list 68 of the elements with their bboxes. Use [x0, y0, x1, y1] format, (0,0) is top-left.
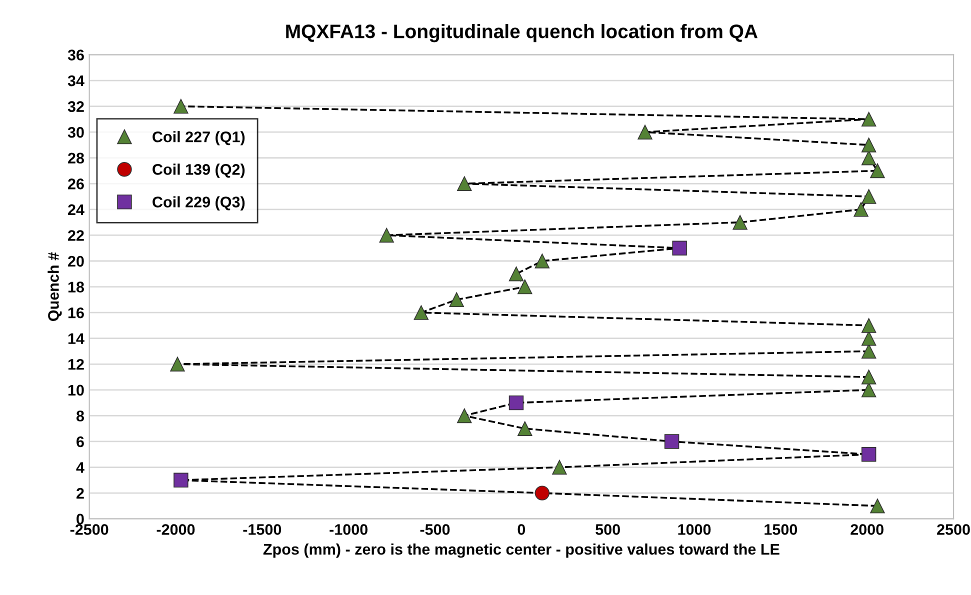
x-tick-label: -1000: [330, 524, 368, 535]
y-tick-label: 30: [68, 126, 84, 138]
point: [861, 344, 876, 359]
point: [861, 447, 876, 462]
point: [664, 434, 680, 449]
chart-title: MQXFA13 - Longitudinale quench location from QA: [286, 24, 758, 42]
x-tick-label: -1500: [243, 524, 282, 535]
point: [414, 305, 429, 320]
y-tick-label: 18: [68, 282, 84, 292]
point: [508, 266, 524, 282]
y-tick-label: 10: [68, 384, 84, 396]
point: [170, 356, 185, 372]
y-axis-title: Quench #: [48, 252, 62, 321]
x-tick-label: 500: [596, 524, 620, 535]
x-tick-label: -500: [420, 524, 450, 535]
point: [508, 395, 524, 410]
point: [534, 254, 550, 268]
point: [861, 189, 876, 204]
x-tick-label: 1500: [764, 524, 798, 535]
y-tick-label: 4: [76, 462, 84, 473]
point: [870, 163, 885, 178]
point: [672, 240, 687, 256]
y-tick-label: 8: [76, 410, 84, 422]
x-tick-label: 0: [518, 524, 526, 535]
point: [861, 382, 876, 398]
y-tick-label: 6: [76, 436, 84, 448]
y-tick-label: 24: [68, 204, 84, 215]
y-tick-label: 34: [68, 75, 84, 86]
y-tick-label: 2: [76, 488, 84, 499]
x-tick-label: -2000: [156, 524, 195, 535]
point: [552, 460, 567, 475]
y-tick-label: 20: [68, 256, 84, 267]
point: [518, 279, 532, 294]
point: [861, 370, 876, 384]
y-tick-label: 14: [68, 333, 84, 344]
x-tick-label: 2500: [937, 524, 970, 535]
y-tick-label: 16: [68, 307, 84, 318]
y-tick-label: 0: [76, 514, 84, 525]
x-tick-label: 1000: [678, 524, 711, 535]
point: [854, 202, 868, 217]
x-axis-title: Zpos (mm) - zero is the magnetic center - positive values toward the LE: [263, 544, 780, 558]
point: [174, 98, 188, 114]
legend-label: Coil 229 (Q3): [152, 196, 245, 210]
x-tick-label: 2000: [850, 524, 884, 535]
point: [449, 292, 464, 308]
point: [732, 214, 748, 230]
point: [861, 112, 876, 127]
point: [518, 421, 532, 436]
y-tick-label: 28: [68, 152, 84, 164]
point: [870, 498, 885, 514]
y-tick-label: 32: [68, 101, 84, 112]
y-tick-label: 26: [68, 178, 84, 190]
point: [379, 228, 394, 243]
y-tick-label: 36: [68, 50, 84, 60]
point: [534, 486, 550, 500]
y-tick-label: 12: [68, 359, 84, 370]
x-tick-label: -2500: [70, 524, 108, 535]
point: [457, 408, 472, 424]
legend-label: Coil 227 (Q1): [152, 131, 245, 146]
point: [457, 176, 472, 192]
point: [861, 318, 876, 333]
point: [861, 330, 876, 346]
y-tick-label: 22: [68, 230, 84, 241]
point: [861, 150, 876, 166]
point: [174, 472, 188, 488]
point: [861, 138, 876, 152]
legend-label: Coil 139 (Q2): [152, 164, 245, 178]
point: [638, 124, 652, 140]
